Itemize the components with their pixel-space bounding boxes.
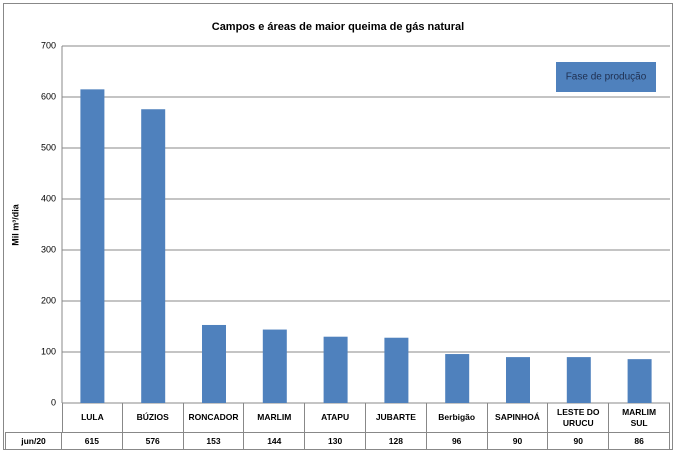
- y-tick-label: 600: [41, 91, 56, 101]
- table-value: 90: [548, 432, 610, 450]
- x-tick-label-text: RONCADOR: [188, 412, 239, 422]
- table-value-text: 130: [327, 436, 343, 446]
- table-value-text: 86: [634, 436, 644, 446]
- x-tick-label-text: MARLIM SUL: [622, 406, 657, 428]
- bar: [627, 359, 652, 403]
- x-tick-label: SAPINHOÁ: [488, 403, 549, 432]
- bar: [384, 337, 409, 403]
- y-tick-label: 400: [41, 193, 56, 203]
- table-value: 576: [122, 432, 184, 450]
- table-value-text: 96: [451, 436, 462, 446]
- x-tick-label: BÚZIOS: [123, 403, 184, 432]
- x-tick-label-text: SAPINHOÁ: [495, 412, 540, 422]
- x-tick-label: Berbigão: [427, 403, 488, 432]
- table-value-text: 90: [512, 436, 523, 446]
- y-tick-label: 0: [51, 397, 56, 407]
- table-value: 96: [426, 432, 488, 450]
- y-axis-label: Mil m³/dia: [10, 203, 20, 245]
- x-tick-label-text: LESTE DO URUCU: [557, 406, 600, 428]
- table-value: 90: [487, 432, 549, 450]
- table-value: 128: [366, 432, 427, 450]
- x-tick-label-text: BÚZIOS: [136, 412, 169, 422]
- bar: [262, 329, 287, 403]
- x-tick-label: LESTE DO URUCU: [548, 403, 610, 432]
- x-tick-label: MARLIM: [244, 403, 306, 432]
- bar: [445, 354, 470, 403]
- x-tick-label-text: LULA: [81, 412, 104, 422]
- table-value: 615: [62, 432, 123, 450]
- y-tick-label: 500: [41, 142, 56, 152]
- chart-title: Campos e áreas de maior queima de gás na…: [212, 21, 464, 33]
- annotation: Fase de produção: [566, 72, 647, 83]
- bar: [202, 324, 226, 403]
- x-tick-label: LULA: [62, 403, 123, 432]
- x-tick-label-text: ATAPU: [321, 412, 350, 422]
- y-tick-label: 200: [41, 295, 56, 305]
- series-name-text: jun/20: [21, 436, 46, 446]
- table-value-text: 153: [206, 436, 221, 446]
- bar: [80, 89, 105, 403]
- bar: [323, 336, 348, 403]
- x-tick-label-text: MARLIM: [257, 412, 292, 422]
- y-tick-label: 700: [41, 40, 56, 50]
- bar: [566, 357, 591, 403]
- table-value: 153: [183, 432, 245, 450]
- bar: [141, 109, 166, 404]
- x-tick-label: ATAPU: [305, 403, 366, 432]
- table-value-text: 128: [388, 436, 403, 446]
- table-value-text: 90: [573, 436, 584, 446]
- x-tick-label-text: JUBARTE: [375, 412, 416, 422]
- bar: [506, 357, 530, 403]
- table-value: 144: [244, 432, 306, 450]
- table-value: 130: [305, 432, 366, 450]
- table-value-text: 144: [267, 436, 282, 446]
- x-tick-label-text: Berbigão: [438, 412, 476, 422]
- x-tick-label: JUBARTE: [366, 403, 427, 432]
- x-tick-label: RONCADOR: [184, 403, 245, 432]
- table-value: 86: [609, 432, 670, 450]
- x-tick-label: MARLIM SUL: [609, 403, 670, 432]
- annotation-box: [556, 62, 656, 92]
- table-value-text: 615: [84, 436, 99, 446]
- series-name: jun/20: [5, 432, 62, 450]
- y-tick-label: 100: [41, 346, 56, 356]
- y-tick-label: 300: [41, 244, 56, 254]
- table-value-text: 576: [145, 436, 160, 446]
